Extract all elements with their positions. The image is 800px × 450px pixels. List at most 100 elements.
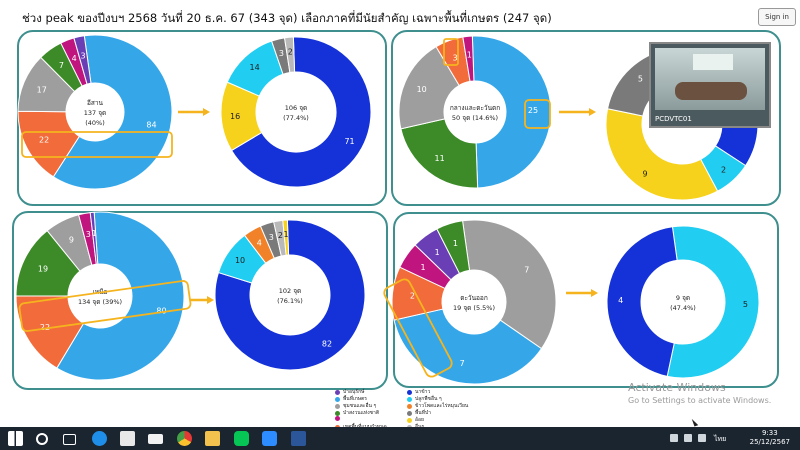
donut-hole-northeast-main bbox=[66, 83, 124, 141]
center-text-east-agri-0: 9 จุด bbox=[676, 294, 690, 302]
arrow-head-icon-0 bbox=[203, 108, 210, 116]
slice-label-central-main-1: 11 bbox=[435, 154, 445, 163]
legend-label: พื้นที่เกษตร bbox=[343, 396, 367, 402]
windows-start-icon[interactable] bbox=[8, 431, 23, 446]
legend-swatch bbox=[335, 410, 340, 416]
taskbar-clock[interactable]: 9:33 25/12/2567 bbox=[750, 429, 790, 447]
highlight-box-1 bbox=[443, 38, 459, 66]
legend-label: ป่าสงวนแห่งชาติ bbox=[343, 410, 380, 416]
task-view-icon[interactable] bbox=[63, 434, 76, 445]
slice-label-central-agri-3: 2 bbox=[721, 165, 726, 174]
edge-browser-icon[interactable] bbox=[92, 431, 107, 446]
legend-label: พื้นที่ป่า bbox=[415, 410, 431, 416]
slice-label-northeast-main-0: 84 bbox=[146, 120, 156, 129]
arrow-head-icon-3 bbox=[591, 289, 598, 297]
webcam-overlay[interactable]: PCDVTC01 bbox=[649, 42, 771, 128]
zoom-icon[interactable] bbox=[262, 431, 277, 446]
center-text-north-agri-1: (76.1%) bbox=[277, 297, 303, 305]
line-app-icon[interactable] bbox=[234, 431, 249, 446]
slice-label-east-main-4: 1 bbox=[435, 248, 440, 257]
arrow-head-icon-2 bbox=[207, 296, 214, 304]
center-text-northeast-agri-1: (77.4%) bbox=[283, 114, 309, 122]
legend-entry-2: พื้นที่เกษตร bbox=[335, 395, 367, 403]
webcam-label: PCDVTC01 bbox=[655, 115, 692, 123]
slice-east-main-1 bbox=[393, 308, 543, 385]
legend-entry-7: พื้นที่ป่า bbox=[407, 409, 431, 417]
legend-label: ปลูกพืชอื่น ๆ bbox=[415, 396, 442, 402]
input-language[interactable]: ไทย bbox=[714, 435, 727, 443]
watermark-subtitle: Go to Settings to activate Windows. bbox=[628, 396, 772, 405]
slice-label-north-agri-0: 82 bbox=[322, 340, 332, 349]
highlight-box-0 bbox=[21, 131, 173, 158]
highlight-box-4 bbox=[383, 278, 453, 378]
highlight-box-2 bbox=[524, 99, 551, 129]
slice-label-east-main-2: 2 bbox=[410, 291, 415, 300]
webcam-room-table bbox=[675, 82, 747, 100]
slice-east-main-0 bbox=[462, 219, 557, 350]
activate-windows-watermark: Activate Windows Go to Settings to activ… bbox=[628, 381, 771, 405]
sign-in-button[interactable]: Sign in bbox=[758, 8, 796, 26]
slice-label-north-main-1: 22 bbox=[40, 323, 50, 332]
slice-label-north-agri-3: 3 bbox=[269, 233, 274, 242]
slice-label-north-agri-1: 10 bbox=[235, 256, 245, 265]
legend-swatch bbox=[407, 396, 412, 402]
legend-swatch bbox=[335, 389, 340, 395]
slice-label-north-agri-5: 1 bbox=[283, 230, 288, 239]
store-icon[interactable] bbox=[120, 431, 135, 446]
center-text-northeast-main-2: (40%) bbox=[85, 119, 105, 127]
chrome-icon[interactable] bbox=[177, 431, 192, 446]
donut-hole-north-agri bbox=[250, 255, 330, 335]
legend-label: ป่าอนุรักษ์ bbox=[343, 389, 365, 395]
file-explorer-icon[interactable] bbox=[205, 431, 220, 446]
slice-label-east-main-3: 1 bbox=[420, 263, 425, 272]
center-text-east-main-1: 19 จุด (5.5%) bbox=[453, 304, 495, 312]
donut-hole-north-main bbox=[68, 264, 132, 328]
legend-entry-5: ข้าวโพดและไร่หมุนเวียน bbox=[407, 402, 468, 410]
slice-label-northeast-agri-2: 14 bbox=[249, 63, 259, 72]
slice-label-north-main-2: 19 bbox=[38, 265, 48, 274]
legend-entry-8 bbox=[335, 416, 343, 421]
legend-swatch bbox=[335, 396, 340, 402]
taskbar: ไทย 9:33 25/12/2567 bbox=[0, 427, 800, 450]
donut-hole-central-main bbox=[444, 81, 506, 143]
highlight-box-3 bbox=[18, 280, 192, 332]
slice-label-east-main-0: 7 bbox=[524, 265, 529, 274]
search-icon[interactable] bbox=[36, 433, 48, 445]
legend-label: อ้อย bbox=[415, 417, 424, 423]
center-text-east-agri-1: (47.4%) bbox=[670, 304, 696, 312]
center-text-central-main-0: กลางและตะวันตก bbox=[450, 104, 500, 112]
volume-icon[interactable] bbox=[698, 434, 706, 442]
legend-label: ชุมชนและอื่น ๆ bbox=[343, 403, 377, 409]
center-text-central-main-1: 50 จุด (14.6%) bbox=[452, 114, 498, 122]
webcam-video bbox=[655, 48, 765, 110]
tray-chevron-icon[interactable] bbox=[670, 434, 678, 442]
word-icon[interactable] bbox=[291, 431, 306, 446]
center-text-east-main-0: ตะวันออก bbox=[460, 294, 488, 302]
legend-label: นาข้าว bbox=[415, 389, 431, 395]
legend-swatch bbox=[335, 403, 340, 409]
center-text-northeast-agri-0: 106 จุด bbox=[285, 104, 308, 112]
webcam-room-screen bbox=[693, 54, 733, 70]
center-text-northeast-main-0: อีสาน bbox=[87, 99, 104, 107]
legend-entry-6: ป่าสงวนแห่งชาติ bbox=[335, 409, 379, 417]
slice-label-northeast-agri-0: 71 bbox=[344, 137, 354, 146]
legend-entry-0: ป่าอนุรักษ์ bbox=[335, 388, 364, 396]
panel-central bbox=[391, 30, 781, 206]
legend-label: ข้าวโพดและไร่หมุนเวียน bbox=[415, 403, 469, 409]
slice-label-northeast-agri-3: 3 bbox=[279, 49, 284, 58]
legend-entry-4: ชุมชนและอื่น ๆ bbox=[335, 402, 376, 410]
slice-label-north-main-4: 3 bbox=[86, 230, 91, 239]
slice-label-central-main-2: 10 bbox=[417, 85, 427, 94]
slice-label-east-main-5: 1 bbox=[453, 239, 458, 248]
slice-label-north-agri-4: 2 bbox=[278, 231, 283, 240]
slice-label-east-main-1: 7 bbox=[460, 359, 465, 368]
center-text-north-main-1: 134 จุด (39%) bbox=[78, 298, 122, 306]
slice-label-northeast-main-3: 7 bbox=[59, 61, 64, 70]
slice-label-northeast-main-1: 22 bbox=[39, 135, 49, 144]
donut-hole-northeast-agri bbox=[256, 72, 336, 152]
slice-label-central-agri-0: 9 bbox=[643, 169, 648, 178]
mail-icon[interactable] bbox=[148, 434, 163, 444]
network-icon[interactable] bbox=[684, 434, 692, 442]
legend-swatch bbox=[407, 403, 412, 409]
